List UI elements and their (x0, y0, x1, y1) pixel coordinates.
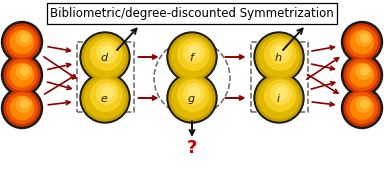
Circle shape (341, 21, 382, 63)
Circle shape (177, 80, 209, 111)
Circle shape (4, 90, 40, 126)
Circle shape (265, 39, 296, 70)
Text: Bibliometric/degree-discounted Symmetrization: Bibliometric/degree-discounted Symmetriz… (50, 7, 334, 20)
Circle shape (16, 64, 31, 79)
Text: e: e (101, 94, 108, 104)
Circle shape (347, 93, 377, 123)
Circle shape (4, 57, 40, 93)
Bar (77, 42, 134, 112)
Circle shape (7, 93, 37, 123)
Circle shape (344, 57, 380, 93)
Circle shape (361, 67, 369, 75)
Circle shape (167, 32, 217, 82)
Circle shape (344, 24, 380, 60)
Circle shape (356, 64, 371, 79)
Circle shape (96, 42, 117, 63)
Circle shape (21, 100, 29, 108)
Circle shape (259, 78, 299, 118)
Circle shape (189, 46, 200, 58)
Circle shape (10, 96, 34, 120)
Circle shape (256, 34, 302, 80)
Circle shape (80, 73, 130, 123)
Circle shape (177, 39, 209, 70)
Circle shape (254, 32, 304, 82)
Circle shape (259, 37, 299, 77)
Circle shape (172, 78, 212, 118)
Circle shape (276, 87, 287, 99)
Circle shape (82, 34, 128, 80)
Text: f: f (189, 53, 193, 63)
Circle shape (276, 46, 287, 58)
Circle shape (167, 73, 217, 123)
Circle shape (361, 100, 369, 108)
Circle shape (85, 78, 125, 118)
Circle shape (184, 83, 204, 104)
Text: d: d (101, 53, 108, 63)
Circle shape (21, 67, 29, 75)
Circle shape (85, 37, 125, 77)
Circle shape (350, 30, 374, 54)
Circle shape (341, 88, 382, 129)
Bar (251, 42, 308, 112)
Circle shape (356, 31, 371, 46)
Circle shape (361, 34, 369, 42)
Circle shape (169, 34, 215, 80)
Circle shape (101, 87, 113, 99)
Circle shape (347, 27, 377, 57)
Text: h: h (275, 53, 281, 63)
Text: ?: ? (187, 139, 197, 157)
Circle shape (21, 34, 29, 42)
Text: g: g (187, 94, 195, 104)
Circle shape (256, 75, 302, 121)
Circle shape (7, 27, 37, 57)
Circle shape (7, 60, 37, 90)
Circle shape (4, 24, 40, 60)
Circle shape (270, 42, 291, 63)
Circle shape (270, 83, 291, 104)
Text: i: i (276, 94, 280, 104)
Circle shape (2, 55, 43, 96)
Circle shape (82, 75, 128, 121)
Circle shape (341, 55, 382, 96)
Circle shape (347, 60, 377, 90)
Circle shape (101, 46, 113, 58)
Circle shape (169, 75, 215, 121)
Circle shape (172, 37, 212, 77)
Circle shape (350, 96, 374, 120)
Circle shape (2, 21, 43, 63)
Circle shape (344, 90, 380, 126)
Circle shape (16, 31, 31, 46)
Circle shape (265, 80, 296, 111)
Circle shape (254, 73, 304, 123)
Circle shape (2, 88, 43, 129)
Circle shape (350, 63, 374, 87)
Circle shape (16, 97, 31, 112)
Circle shape (10, 30, 34, 54)
Circle shape (91, 39, 122, 70)
Circle shape (184, 42, 204, 63)
Circle shape (91, 80, 122, 111)
Circle shape (96, 83, 117, 104)
Circle shape (10, 63, 34, 87)
Circle shape (80, 32, 130, 82)
Circle shape (189, 87, 200, 99)
Circle shape (356, 97, 371, 112)
